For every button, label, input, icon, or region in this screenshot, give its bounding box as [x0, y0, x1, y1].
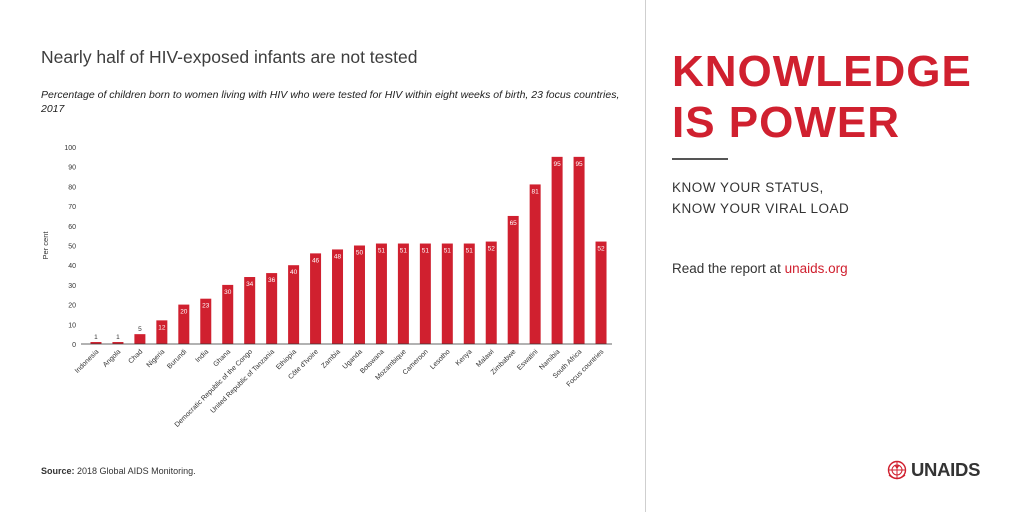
bar: [266, 273, 278, 344]
bar-chart: 0 10 20 30 40 50 60 70 80 90 100 Per cent 1 1 5 12 20 23…: [41, 145, 612, 429]
promo-panel: KNOWLEDGE IS POWER KNOW YOUR STATUS, KNO…: [646, 0, 1024, 512]
source-note: Source: 2018 Global AIDS Monitoring.: [41, 466, 196, 476]
bar: [419, 243, 431, 344]
headline: KNOWLEDGE IS POWER: [672, 46, 972, 148]
panel-divider: [645, 0, 646, 512]
bar-value-label: 50: [356, 250, 364, 257]
bar: [112, 342, 124, 344]
bar: [551, 156, 563, 344]
y-axis: 0 10 20 30 40 50 60 70 80 90 100 Per cent: [41, 145, 76, 349]
bar-value-label: 36: [268, 277, 276, 284]
bar: [156, 320, 168, 344]
tagline-line-1: KNOW YOUR STATUS,: [672, 180, 824, 195]
source-label: Source:: [41, 466, 75, 476]
unaids-link[interactable]: unaids.org: [784, 261, 848, 276]
bar-value-label: 12: [158, 324, 166, 331]
bar-value-label: 30: [224, 289, 232, 296]
bar-value-label: 40: [290, 269, 298, 276]
y-tick-label: 70: [68, 204, 76, 211]
bar: [573, 156, 585, 344]
bar: [507, 215, 519, 344]
bar: [595, 241, 607, 344]
headline-rule: [672, 158, 728, 160]
x-tick-label: Indonesia: [74, 348, 100, 374]
x-tick-label: Burundi: [166, 348, 188, 370]
bar: [134, 334, 146, 344]
bar-value-label: 95: [553, 161, 561, 168]
tagline-line-2: KNOW YOUR VIRAL LOAD: [672, 201, 850, 216]
headline-line-1: KNOWLEDGE: [672, 47, 972, 96]
y-tick-label: 20: [68, 303, 76, 310]
y-tick-label: 30: [68, 283, 76, 290]
bar-value-label: 23: [202, 303, 210, 310]
bar-value-label: 51: [400, 248, 408, 255]
x-tick-label: India: [194, 348, 210, 364]
bar: [375, 243, 387, 344]
bar-value-label: 95: [575, 161, 583, 168]
y-axis-label: Per cent: [41, 231, 50, 260]
bar: [441, 243, 453, 344]
read-report-line: Read the report at unaids.org: [672, 261, 848, 276]
x-tick-label: Lesotho: [429, 348, 452, 371]
y-tick-label: 50: [68, 244, 76, 251]
x-axis: Indonesia Angola Chad Nigeria Burundi India Gh…: [74, 343, 612, 429]
bar: [353, 245, 365, 344]
chart-title: Nearly half of HIV-exposed infants are n…: [41, 47, 418, 67]
y-tick-label: 10: [68, 322, 76, 329]
bar-value-label: 51: [422, 248, 430, 255]
y-tick-label: 100: [64, 145, 76, 152]
bar: [178, 304, 190, 344]
y-tick-label: 90: [68, 165, 76, 172]
bar: [463, 243, 475, 344]
logo-text: UNAIDS: [911, 459, 981, 480]
x-tick-label: Malawi: [475, 348, 496, 369]
bar-value-label: 51: [466, 248, 474, 255]
un-emblem-icon: [887, 460, 907, 480]
unaids-logo: UNAIDS: [886, 459, 980, 481]
bar-value-label: 52: [488, 246, 496, 253]
bar-value-label: 81: [532, 188, 540, 195]
bar: [288, 265, 300, 344]
x-tick-label: Zambia: [320, 348, 342, 370]
y-tick-label: 40: [68, 263, 76, 270]
bar: [397, 243, 409, 344]
x-tick-label: Angola: [102, 348, 122, 368]
bar-value-label: 5: [138, 326, 142, 333]
bar: [310, 253, 322, 344]
y-tick-label: 80: [68, 184, 76, 191]
read-report-prefix: Read the report at: [672, 261, 781, 276]
y-tick-label: 0: [72, 342, 76, 349]
bar-value-label: 1: [94, 334, 98, 341]
bar: [90, 342, 102, 344]
headline-line-2: IS POWER: [672, 98, 901, 147]
bar-value-label: 34: [246, 281, 254, 288]
tagline: KNOW YOUR STATUS, KNOW YOUR VIRAL LOAD: [672, 177, 849, 219]
x-tick-label: Eswatini: [516, 348, 540, 372]
chart-panel: Nearly half of HIV-exposed infants are n…: [41, 47, 620, 476]
chart-subtitle: Percentage of children born to women liv…: [41, 89, 620, 115]
bar-value-label: 51: [378, 248, 386, 255]
bar-value-label: 52: [597, 246, 605, 253]
bar-value-label: 46: [312, 257, 320, 264]
bar: [222, 284, 234, 344]
bar-value-label: 1: [116, 334, 120, 341]
bar-value-label: 65: [510, 220, 518, 227]
x-tick-label: Kenya: [455, 348, 474, 367]
bar: [485, 241, 497, 344]
bars-group: 1 1 5 12 20 23 30 34 36 40 46 48 50 51 51 51 51 51 52 65 81 9…: [90, 156, 607, 344]
x-tick-label: Chad: [128, 348, 145, 365]
bar: [244, 277, 256, 344]
source-text: 2018 Global AIDS Monitoring.: [77, 466, 196, 476]
bar: [332, 249, 344, 344]
bar-value-label: 51: [444, 248, 452, 255]
bar: [529, 184, 541, 344]
x-tick-label: Ghana: [212, 348, 232, 368]
bar-value-label: 20: [180, 309, 188, 316]
y-tick-label: 60: [68, 224, 76, 231]
bar-value-label: 48: [334, 253, 342, 260]
bar: [200, 298, 212, 344]
x-tick-label: Nigeria: [146, 348, 167, 369]
